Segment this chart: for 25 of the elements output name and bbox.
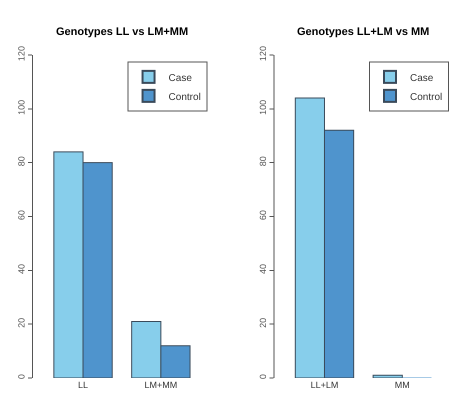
x-tick-label: LL+LM <box>310 380 338 390</box>
y-tick-label: 60 <box>258 210 268 220</box>
y-tick-label: 0 <box>16 374 26 380</box>
y-tick-label: 0 <box>258 374 268 380</box>
chart-title: Genotypes LL vs LM+MM <box>56 26 188 38</box>
y-tick-label: 60 <box>16 210 26 220</box>
legend-label: Control <box>168 92 201 103</box>
chart-title: Genotypes LL+LM vs MM <box>297 26 430 38</box>
y-tick-label: 120 <box>258 46 268 62</box>
y-tick-label: 120 <box>16 46 26 62</box>
y-tick-label: 20 <box>16 318 26 328</box>
y-tick-label: 20 <box>258 318 268 328</box>
legend-label: Case <box>168 72 192 84</box>
y-tick-label: 80 <box>16 156 26 166</box>
legend-label: Control <box>410 92 442 103</box>
x-tick-label: MM <box>394 380 410 390</box>
y-tick-label: 100 <box>16 100 26 115</box>
bar <box>372 374 403 378</box>
y-tick-label: 100 <box>258 100 268 115</box>
legend-label: Case <box>410 72 434 84</box>
y-tick-label: 80 <box>258 156 268 166</box>
y-tick-label: 40 <box>16 264 26 274</box>
x-tick-label: LM+MM <box>144 380 178 390</box>
x-tick-label: LL <box>78 380 88 390</box>
y-tick-label: 40 <box>258 264 268 274</box>
